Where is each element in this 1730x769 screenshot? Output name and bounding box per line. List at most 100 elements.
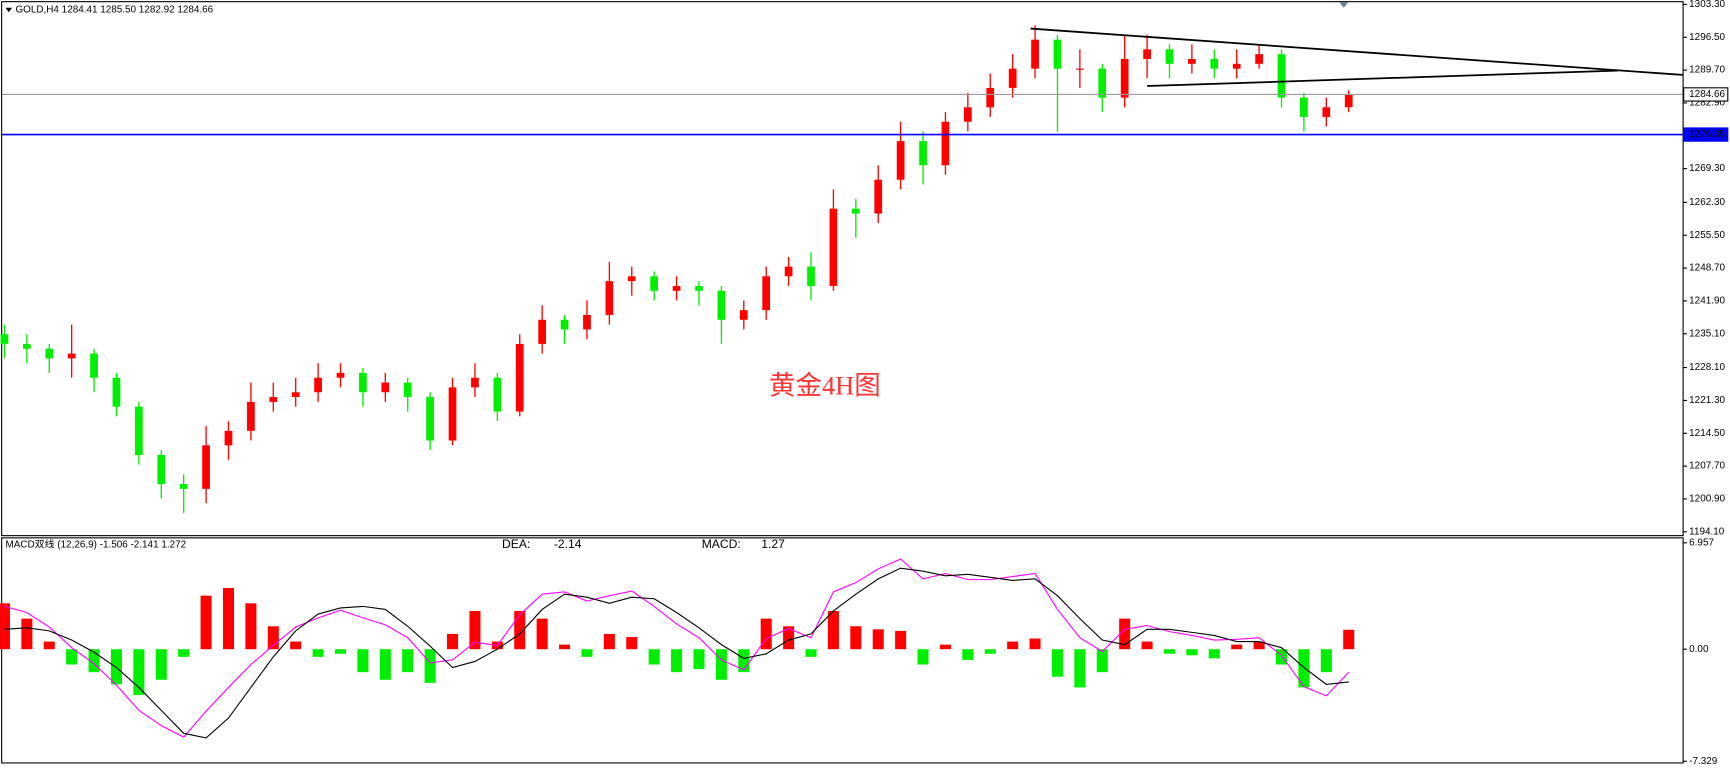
y-tick-label: 1214.50 <box>1689 428 1725 439</box>
candle-body <box>22 343 31 349</box>
candle-body <box>807 266 815 286</box>
candle-body <box>67 353 76 359</box>
candle-body <box>269 397 278 402</box>
candle-body <box>1277 54 1286 98</box>
histogram-bar <box>872 629 884 650</box>
price-label-box <box>1683 127 1729 142</box>
histogram-bar <box>178 649 190 657</box>
histogram-bar <box>536 618 548 650</box>
histogram-bar <box>357 649 369 673</box>
candle-body <box>45 348 54 359</box>
histogram-bar <box>335 649 347 654</box>
macd-value: 1.27 <box>761 537 785 551</box>
y-tick-label: 1289.70 <box>1689 65 1725 76</box>
candle-body <box>1143 49 1151 59</box>
histogram-bar <box>1275 649 1288 665</box>
histogram-bar <box>267 626 279 650</box>
histogram-bar <box>917 649 929 665</box>
histogram-bar <box>402 649 414 673</box>
histogram-bar <box>715 649 727 680</box>
histogram-bar <box>1096 649 1108 673</box>
candle-body <box>919 141 927 166</box>
macd-title: MACD双线 (12,26,9) -1.506 -2.141 1.272 <box>6 538 187 551</box>
candle-body <box>336 372 345 378</box>
candle-body <box>291 392 300 398</box>
histogram-bar <box>984 649 996 654</box>
annotation: 黄金4H图 <box>769 370 881 400</box>
histogram-bar <box>1007 641 1019 650</box>
histogram-bar <box>850 626 862 650</box>
candle-body <box>672 285 681 291</box>
candle-body <box>717 290 726 320</box>
candle-body <box>1076 68 1084 70</box>
indicator-line <box>4 567 1349 739</box>
candle-body <box>583 314 591 330</box>
candle-body <box>851 208 860 214</box>
y-tick-label: 1255.50 <box>1689 230 1725 241</box>
candle-body <box>1008 68 1017 88</box>
histogram-bar <box>1231 644 1243 650</box>
menu-arrow[interactable] <box>5 7 13 13</box>
candle-body <box>1255 54 1263 64</box>
candle-body <box>1232 63 1241 69</box>
price-label: 1276.35 <box>1689 129 1725 140</box>
candle-body <box>403 382 412 398</box>
histogram-bar <box>222 588 235 650</box>
y-tick-label: 1221.30 <box>1689 395 1725 406</box>
y-tick-label: 1235.10 <box>1689 328 1725 339</box>
candle-body <box>157 455 166 484</box>
candle-body <box>784 266 793 277</box>
candle-body <box>247 401 255 431</box>
y-tick-label: 1262.30 <box>1689 197 1725 208</box>
candle-body <box>627 276 636 282</box>
histogram-bar <box>1029 638 1041 650</box>
y-tick-label: 6.957 <box>1689 537 1714 548</box>
price-label: 1284.66 <box>1689 89 1725 100</box>
histogram-bar <box>671 649 683 673</box>
candle-body <box>829 208 838 286</box>
y-tick-label: -7.329 <box>1689 756 1718 767</box>
candle-body <box>695 285 703 291</box>
y-tick-label: 1269.30 <box>1689 163 1725 174</box>
histogram-bar <box>514 610 526 650</box>
histogram-bar <box>1298 649 1310 688</box>
candle-body <box>381 382 390 393</box>
candle-body <box>874 179 883 214</box>
y-tick-label: 1241.90 <box>1689 296 1725 307</box>
candle-body <box>963 107 972 122</box>
candle-body <box>179 483 188 489</box>
histogram-bar <box>133 649 145 696</box>
histogram-bar <box>1186 649 1198 656</box>
histogram-bar <box>693 649 705 670</box>
histogram-bar <box>447 633 459 650</box>
histogram-bar <box>1051 649 1063 677</box>
candle-body <box>314 377 322 393</box>
candle-body <box>90 353 98 378</box>
histogram-bar <box>603 633 615 650</box>
histogram-bar <box>379 649 391 680</box>
histogram-bar <box>1343 629 1355 650</box>
candle-body <box>515 343 524 412</box>
candle-body <box>0 334 9 344</box>
histogram-bar <box>1163 649 1176 654</box>
macd-pane <box>1 537 1684 764</box>
histogram-bar <box>200 595 212 650</box>
candle-body <box>359 372 367 393</box>
histogram-bar <box>21 618 33 650</box>
histogram-bar <box>290 641 302 650</box>
candle-body <box>1300 97 1308 117</box>
candle-body <box>605 281 614 315</box>
y-tick-label: 1296.50 <box>1689 32 1725 43</box>
histogram-bar <box>939 644 951 650</box>
candle-body <box>1053 39 1062 69</box>
candle-body <box>112 377 121 407</box>
histogram-bar <box>760 618 772 650</box>
histogram-bar <box>626 636 638 650</box>
histogram-bar <box>738 649 750 673</box>
dea-label: DEA: <box>502 537 530 551</box>
candle-body <box>1098 68 1107 98</box>
chart-title: GOLD,H4 1284.41 1285.50 1282.92 1284.66 <box>15 5 213 16</box>
candle-body <box>739 310 748 320</box>
histogram-bar <box>88 649 100 673</box>
